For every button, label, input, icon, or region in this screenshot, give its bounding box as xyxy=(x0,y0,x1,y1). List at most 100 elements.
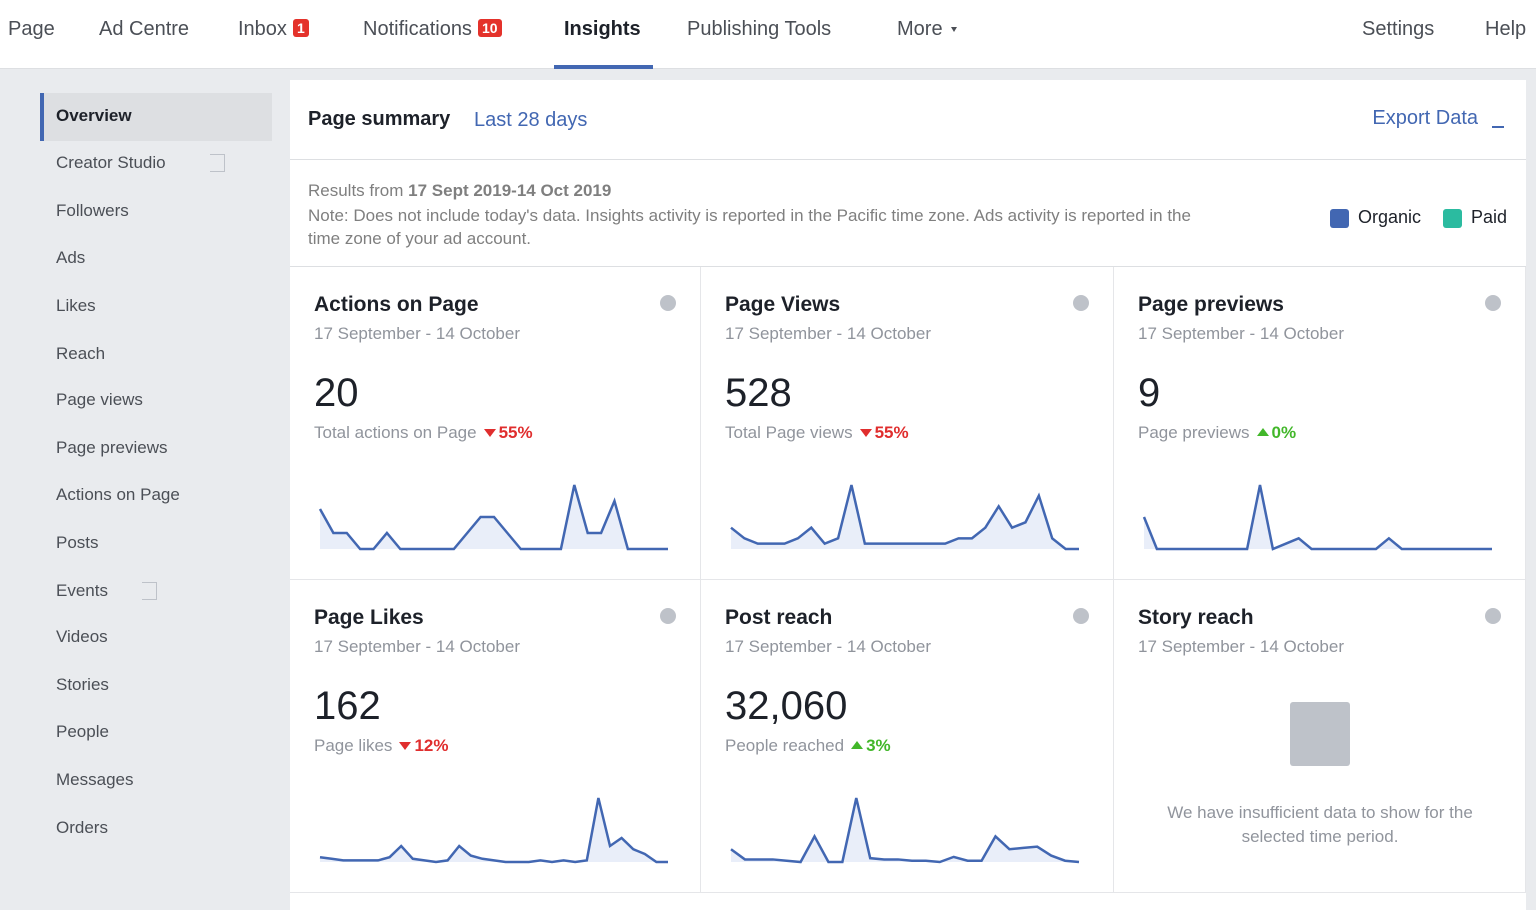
header-divider xyxy=(290,159,1526,160)
card-dates: 17 September - 14 October xyxy=(725,324,932,343)
sidebar-item[interactable]: Stories xyxy=(56,675,109,694)
sidebar-item[interactable]: People xyxy=(56,722,109,741)
sidebar-item[interactable]: Messages xyxy=(56,770,134,789)
sparkline-area xyxy=(1144,485,1492,549)
arrow-icon xyxy=(950,27,957,32)
caption-text: Total actions on Page xyxy=(314,423,477,442)
sparkline-line xyxy=(1142,484,1492,551)
legend-label: Organic xyxy=(1358,207,1422,227)
card-dates: 17 September - 14 October xyxy=(1138,637,1345,656)
card-title: Page previews xyxy=(1138,293,1284,316)
card-title: Story reach xyxy=(1138,606,1254,629)
sidebar-item[interactable]: Events xyxy=(56,581,108,600)
nav-label: Inbox xyxy=(238,18,287,40)
nav-item[interactable]: Ad Centre xyxy=(99,18,189,41)
metric-caption: Total actions on Page 55% xyxy=(314,423,533,443)
info-icon xyxy=(1073,295,1089,311)
metric-value: 9 xyxy=(1138,371,1161,415)
change-value: 12% xyxy=(414,736,449,755)
nav-label: More xyxy=(897,18,943,40)
nav-item[interactable]: More xyxy=(897,18,957,41)
arrow-icon xyxy=(483,429,496,437)
sidebar-item[interactable]: Overview xyxy=(56,106,132,125)
metric-value: 32,060 xyxy=(725,684,848,728)
sparkline xyxy=(318,484,668,551)
date-range[interactable]: Last 28 days xyxy=(474,109,588,131)
info-icon xyxy=(660,295,676,311)
sparkline xyxy=(319,797,668,864)
grid-divider xyxy=(290,266,1526,267)
sidebar-item[interactable]: Reach xyxy=(56,344,106,363)
sparkline-area xyxy=(731,485,1079,549)
metric-value: 20 xyxy=(314,371,359,415)
results-prefix: Results from xyxy=(308,181,404,200)
metric-value: 528 xyxy=(725,371,792,415)
sparkline xyxy=(730,484,1079,551)
card-title: Page Likes xyxy=(314,606,424,629)
nav-item[interactable]: Publishing Tools xyxy=(687,18,831,41)
caption-text: Total Page views xyxy=(725,423,853,442)
nav-item[interactable]: Help xyxy=(1485,18,1527,40)
nav-item[interactable]: Page xyxy=(8,18,55,41)
metric-caption: People reached 3% xyxy=(725,736,891,756)
change-value: 55% xyxy=(498,423,533,442)
arrow-icon xyxy=(399,742,412,750)
sidebar-item[interactable]: Followers xyxy=(56,201,129,220)
active-underline xyxy=(554,65,653,69)
nav-item[interactable]: Notifications 10 xyxy=(363,18,502,41)
metric-card: Page Views 17 September - 14 October 528 To… xyxy=(701,267,1114,580)
arrow-icon xyxy=(851,741,864,749)
sidebar-item[interactable]: Creator Studio xyxy=(56,153,166,172)
results-line: Results from 17 Sept 2019-14 Oct 2019 xyxy=(308,181,611,201)
caption-text: Page likes xyxy=(314,736,393,755)
sparkline-area xyxy=(731,798,1079,862)
sparkline xyxy=(1142,484,1492,551)
info-icon xyxy=(1485,295,1501,311)
external-icon xyxy=(210,154,226,172)
card-dates: 17 September - 14 October xyxy=(1138,324,1345,343)
card-dates: 17 September - 14 October xyxy=(725,637,932,656)
sparkline-line xyxy=(318,484,668,551)
caption-text: Page previews xyxy=(1138,423,1250,442)
top-nav: Page Ad Centre Inbox 1 Notifications 10 Insigh… xyxy=(0,0,1536,69)
nav-label: Page xyxy=(8,18,55,40)
active-bg xyxy=(40,93,272,141)
info-icon xyxy=(1485,608,1501,624)
info-icon xyxy=(660,608,676,624)
sidebar-item[interactable]: Posts xyxy=(56,533,99,552)
nav-item[interactable]: Settings xyxy=(1362,18,1435,40)
legend-swatch xyxy=(1443,209,1462,228)
caption-text: People reached xyxy=(725,736,845,755)
nav-label: Notifications xyxy=(363,18,472,40)
sidebar-item[interactable]: Page views xyxy=(56,390,143,409)
sidebar-item[interactable]: Page previews xyxy=(56,438,168,457)
external-icon xyxy=(141,582,157,600)
metric-caption: Total Page views 55% xyxy=(725,423,909,443)
sidebar-item[interactable]: Actions on Page xyxy=(56,485,180,504)
metric-card: Page previews 17 September - 14 October 9 P… xyxy=(1114,267,1526,580)
sidebar-item[interactable]: Likes xyxy=(56,296,96,315)
badge: 1 xyxy=(292,19,309,37)
metric-card: Page Likes 17 September - 14 October 162 Pa… xyxy=(290,580,701,893)
card-title: Post reach xyxy=(725,606,833,629)
summary-title: Page summary xyxy=(308,108,451,130)
sidebar-item[interactable]: Videos xyxy=(56,627,108,646)
card-title: Actions on Page xyxy=(314,293,479,316)
badge: 10 xyxy=(477,19,502,37)
sidebar-item[interactable]: Ads xyxy=(56,248,86,267)
sparkline-area xyxy=(320,798,668,862)
change-value: 0% xyxy=(1271,423,1297,442)
metric-value: 162 xyxy=(314,684,381,728)
nav-item[interactable]: Insights xyxy=(564,18,641,41)
card-title: Page Views xyxy=(725,293,841,316)
sidebar-item[interactable]: Orders xyxy=(56,818,108,837)
nav-label: Insights xyxy=(564,18,641,40)
legend-label: Paid xyxy=(1471,207,1508,227)
nav-label: Publishing Tools xyxy=(687,18,832,40)
metric-caption: Page likes 12% xyxy=(314,736,448,756)
card-dates: 17 September - 14 October xyxy=(314,324,521,343)
sparkline-line xyxy=(730,797,1080,864)
export-button[interactable]: Export Data xyxy=(1372,107,1478,129)
nav-item[interactable]: Inbox 1 xyxy=(238,18,309,41)
